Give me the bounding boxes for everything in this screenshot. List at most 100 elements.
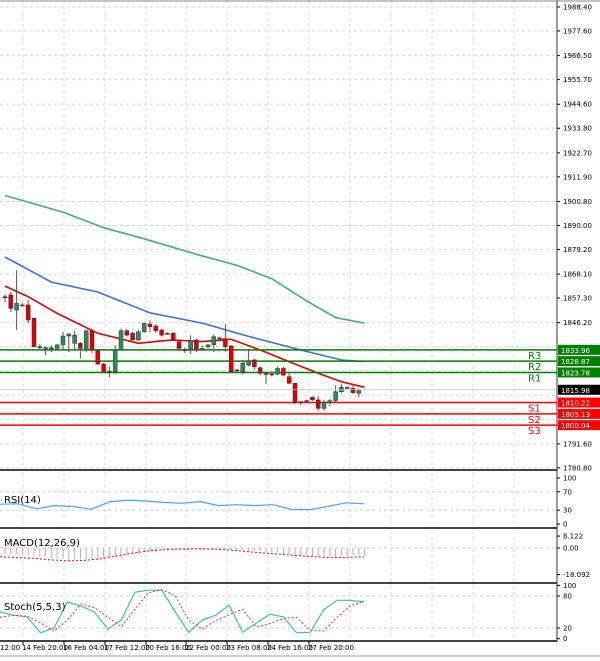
bear-candle: [89, 330, 95, 351]
time-label: 20 Feb 16:00: [145, 644, 191, 652]
ma-fast-line: [4, 285, 365, 389]
bear-candle: [147, 323, 153, 327]
bear-candle: [8, 294, 14, 309]
level-label-s3: S3: [528, 426, 541, 437]
macd-tick-label: -18.092: [563, 571, 590, 579]
bear-candle: [298, 401, 304, 403]
bear-candle: [78, 343, 83, 349]
bear-candle: [25, 304, 31, 321]
bull-candle: [112, 349, 118, 372]
rsi-tick-label: 30: [563, 507, 572, 515]
last-price-badge: [558, 384, 600, 395]
bear-candle: [101, 363, 106, 372]
bear-candle: [194, 339, 199, 351]
stoch-tick-label: 80: [563, 593, 572, 601]
macd-label: MACD(12,26,9): [4, 538, 80, 549]
price-tick-label: 1780.80: [563, 464, 592, 472]
price-tick-label: 1791.60: [563, 440, 592, 448]
bull-candle: [54, 344, 60, 349]
price-tick-label: 1879.20: [563, 246, 592, 254]
price-tick-label: 1922.70: [563, 149, 592, 157]
bear-candle: [165, 333, 170, 335]
level-label-s2: S2: [528, 415, 541, 426]
price-tick-label: 1955.70: [563, 76, 592, 84]
bear-candle: [350, 388, 356, 393]
bear-candle: [286, 376, 292, 384]
bear-candle: [176, 341, 182, 349]
bear-candle: [234, 369, 240, 372]
bull-candle: [246, 360, 251, 366]
rsi-tick-label: 70: [563, 488, 572, 496]
bull-candle: [205, 344, 211, 347]
price-tick-label: 1988.40: [563, 4, 592, 12]
bear-candle: [95, 350, 101, 365]
level-price-badge: [558, 420, 600, 431]
bear-candle: [20, 304, 25, 307]
bear-candle: [31, 317, 37, 347]
bear-candle: [228, 345, 234, 372]
bear-candle: [107, 371, 112, 373]
level-price-label: 1833.96: [561, 347, 590, 355]
bull-candle: [49, 347, 54, 350]
bull-candle: [275, 368, 280, 375]
bull-candle: [199, 348, 205, 351]
time-label: 23 Feb 08:00: [226, 644, 272, 652]
bull-candle: [188, 340, 193, 351]
level-label-s1: S1: [528, 404, 541, 415]
bear-candle: [252, 359, 257, 367]
bear-candle: [153, 325, 159, 331]
indicator-panels: RSI(14) MACD(12,26,9) Stoch(5,5,3): [0, 491, 557, 634]
bear-candle: [269, 373, 275, 376]
rsi-label: RSI(14): [4, 495, 41, 506]
grid: [0, 0, 557, 641]
time-label: 22 Feb 00:00: [185, 644, 231, 652]
bear-candle: [159, 329, 164, 336]
level-price-badge: [558, 397, 600, 408]
bull-candle: [43, 347, 48, 349]
bull-candle: [136, 331, 141, 341]
stoch-tick-label: 0: [563, 635, 567, 643]
bear-candle: [257, 367, 263, 374]
level-price-label: 1810.22: [561, 400, 590, 408]
level-price-label: 1805.13: [561, 411, 590, 419]
bear-candle: [124, 330, 130, 336]
bull-candle: [14, 303, 19, 311]
bull-candle: [141, 323, 147, 333]
stoch-main-line: [0, 589, 365, 634]
bear-candle: [223, 338, 228, 347]
bear-candle: [182, 349, 188, 352]
price-tick-label: 1911.90: [563, 173, 592, 181]
level-label-r2: R2: [528, 362, 541, 373]
bull-candle: [333, 391, 338, 401]
level-price-badge: [558, 356, 600, 367]
time-label: 16 Feb 04:00: [63, 644, 109, 652]
level-price-label: 1823.78: [561, 369, 590, 377]
price-tick-label: 1944.60: [563, 101, 592, 109]
macd-tick-label: 0.00: [563, 545, 579, 553]
bear-candle: [130, 333, 135, 341]
level-price-badge: [558, 408, 600, 419]
stoch-tick-label: 20: [563, 625, 572, 633]
bull-candle: [83, 330, 89, 351]
bear-candle: [310, 397, 315, 401]
stoch-signal-line: [0, 589, 365, 632]
level-label-r3: R3: [528, 351, 541, 362]
bear-candle: [344, 387, 350, 389]
moving-averages: [4, 194, 365, 389]
bear-candle: [2, 296, 8, 298]
bear-candle: [304, 400, 309, 402]
bear-candle: [37, 346, 43, 348]
bear-candle: [263, 373, 269, 375]
price-tick-label: 1868.10: [563, 271, 592, 279]
rsi-line: [0, 499, 365, 511]
level-price-label: 1828.87: [561, 358, 590, 366]
ma-slow-line: [4, 194, 365, 324]
price-tick-label: 1846.20: [563, 319, 592, 327]
bull-candle: [327, 400, 333, 403]
bear-candle: [281, 368, 286, 376]
price-tick-label: 1890.00: [563, 222, 592, 230]
price-tick-label: 1977.60: [563, 27, 592, 35]
